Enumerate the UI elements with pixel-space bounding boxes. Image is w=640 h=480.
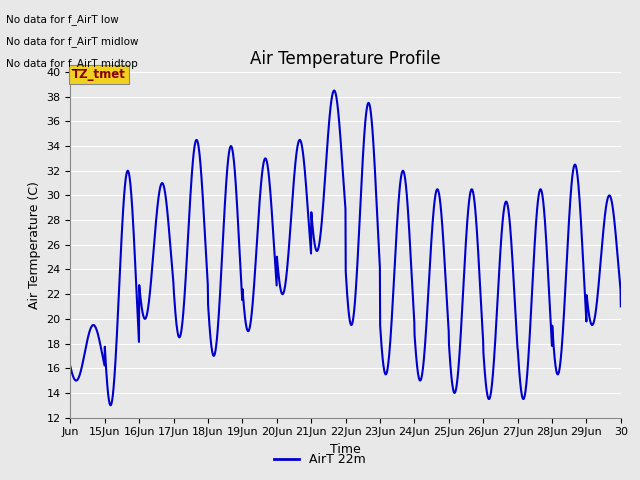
Y-axis label: Air Termperature (C): Air Termperature (C): [28, 181, 41, 309]
Title: Air Temperature Profile: Air Temperature Profile: [250, 49, 441, 68]
Legend: AirT 22m: AirT 22m: [269, 448, 371, 471]
Text: TZ_tmet: TZ_tmet: [72, 68, 126, 81]
X-axis label: Time: Time: [330, 443, 361, 456]
Text: No data for f_AirT midlow: No data for f_AirT midlow: [6, 36, 139, 47]
Text: No data for f_AirT midtop: No data for f_AirT midtop: [6, 58, 138, 69]
Text: No data for f_AirT low: No data for f_AirT low: [6, 14, 119, 25]
